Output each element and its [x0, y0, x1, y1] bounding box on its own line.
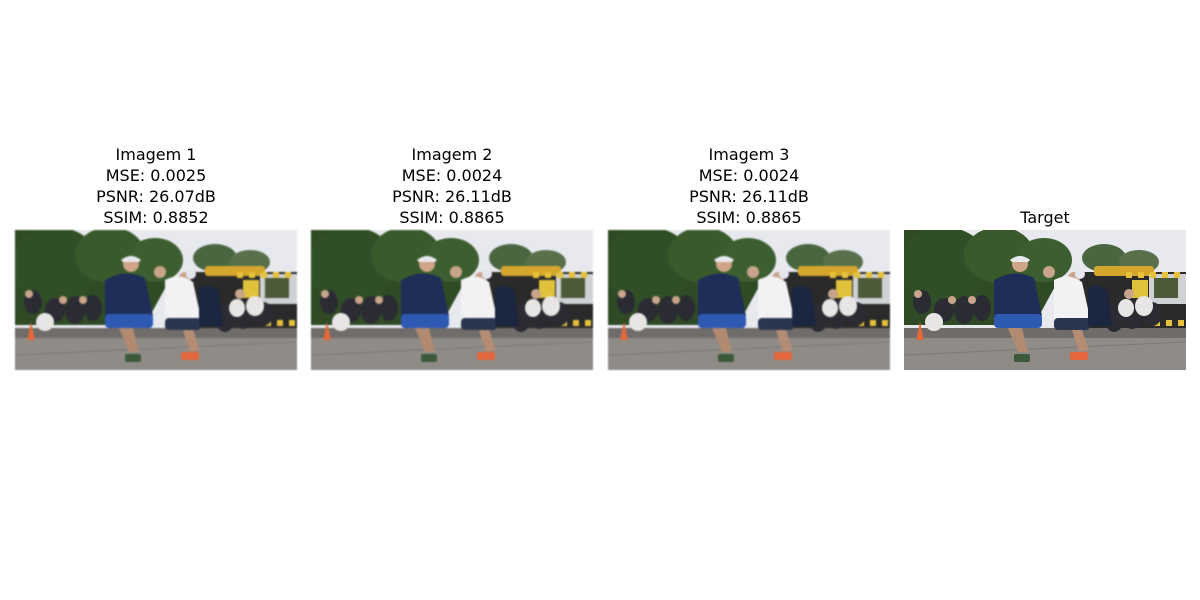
reconstructed-image-1 [15, 230, 297, 370]
target-image [904, 230, 1186, 370]
panel-title: Imagem 1 MSE: 0.0025 PSNR: 26.07dB SSIM:… [15, 140, 297, 230]
panel-title-label: Imagem 2 [411, 145, 493, 164]
panel-title: Imagem 3 MSE: 0.0024 PSNR: 26.11dB SSIM:… [608, 140, 890, 230]
panel-target: Target [904, 140, 1186, 370]
panel-imagem-3: Imagem 3 MSE: 0.0024 PSNR: 26.11dB SSIM:… [608, 140, 890, 370]
psnr-metric: PSNR: 26.11dB [689, 187, 809, 206]
panel-title-label: Imagem 3 [708, 145, 790, 164]
reconstructed-image-2 [311, 230, 593, 370]
psnr-metric: PSNR: 26.07dB [96, 187, 216, 206]
panel-title-label: Imagem 1 [115, 145, 197, 164]
mse-metric: MSE: 0.0025 [105, 166, 207, 185]
panel-title-label: Target [1020, 208, 1070, 227]
panel-title: Target [904, 140, 1186, 230]
panel-imagem-1: Imagem 1 MSE: 0.0025 PSNR: 26.07dB SSIM:… [15, 140, 297, 370]
ssim-metric: SSIM: 0.8865 [399, 208, 505, 227]
reconstructed-image-3 [608, 230, 890, 370]
ssim-metric: SSIM: 0.8852 [103, 208, 209, 227]
mse-metric: MSE: 0.0024 [698, 166, 800, 185]
mse-metric: MSE: 0.0024 [401, 166, 503, 185]
ssim-metric: SSIM: 0.8865 [696, 208, 802, 227]
psnr-metric: PSNR: 26.11dB [392, 187, 512, 206]
panel-imagem-2: Imagem 2 MSE: 0.0024 PSNR: 26.11dB SSIM:… [311, 140, 593, 370]
panel-title: Imagem 2 MSE: 0.0024 PSNR: 26.11dB SSIM:… [311, 140, 593, 230]
